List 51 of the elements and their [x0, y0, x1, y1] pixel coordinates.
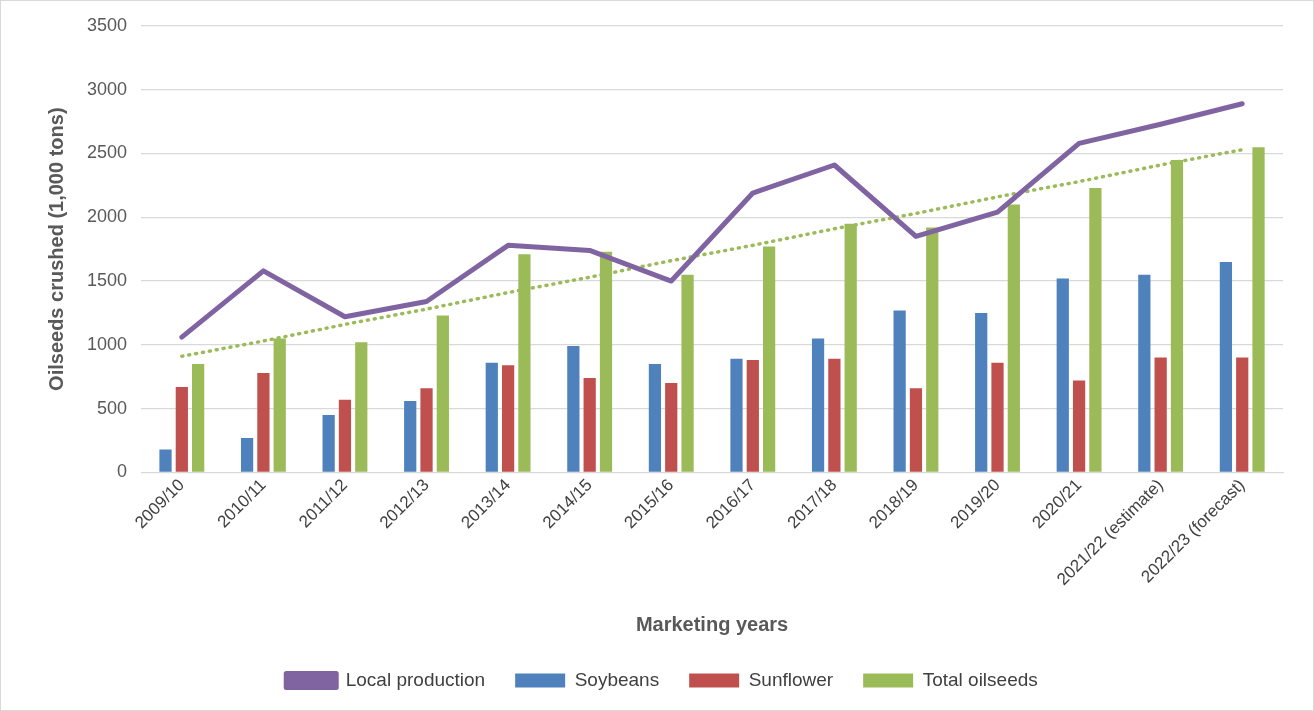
bar: [665, 383, 678, 472]
bar: [926, 227, 939, 472]
bar: [175, 386, 188, 472]
bar: [1072, 380, 1086, 472]
bar: [192, 363, 205, 472]
y-tick-label: 500: [97, 397, 128, 418]
bar: [1252, 147, 1265, 472]
bar: [763, 246, 776, 472]
y-tick-label: 3500: [87, 14, 128, 35]
bar: [159, 449, 172, 472]
bar: [681, 274, 694, 472]
bar: [436, 315, 449, 472]
bar: [811, 338, 825, 472]
bar: [648, 363, 662, 472]
bar: [420, 388, 433, 472]
bar: [257, 372, 270, 472]
bar: [909, 388, 923, 472]
y-tick-label: 2000: [87, 206, 128, 227]
bar: [1236, 357, 1249, 472]
y-axis-title: Oilseeds crushed (1,000 tons): [44, 107, 67, 391]
y-tick-label: 1000: [87, 333, 128, 354]
bar: [583, 377, 596, 472]
bar: [1089, 187, 1102, 472]
legend-label: Sunflower: [748, 668, 834, 690]
bar: [1007, 204, 1020, 472]
bar: [1056, 278, 1069, 472]
bar: [567, 346, 580, 472]
bar: [1138, 274, 1151, 472]
bar: [240, 437, 254, 472]
legend-label: Total oilseeds: [922, 668, 1038, 690]
bar: [322, 414, 335, 472]
bar: [485, 362, 498, 472]
bar: [404, 400, 417, 472]
bar: [501, 365, 515, 472]
legend-label: Soybeans: [574, 668, 660, 690]
bar: [1154, 357, 1167, 472]
bar: [991, 362, 1004, 472]
bar: [975, 312, 988, 472]
y-tick-label: 0: [117, 461, 128, 482]
y-tick-label: 1500: [87, 270, 128, 291]
bar: [828, 358, 841, 472]
bar: [893, 310, 906, 472]
bar: [338, 399, 352, 472]
x-axis-title: Marketing years: [635, 612, 789, 635]
y-tick-label: 3000: [87, 78, 128, 99]
bar: [730, 358, 743, 472]
bar: [355, 342, 368, 472]
bar: [746, 360, 759, 472]
y-tick-label: 2500: [87, 142, 128, 163]
legend-label: Local production: [345, 668, 486, 690]
bar: [1219, 261, 1233, 472]
